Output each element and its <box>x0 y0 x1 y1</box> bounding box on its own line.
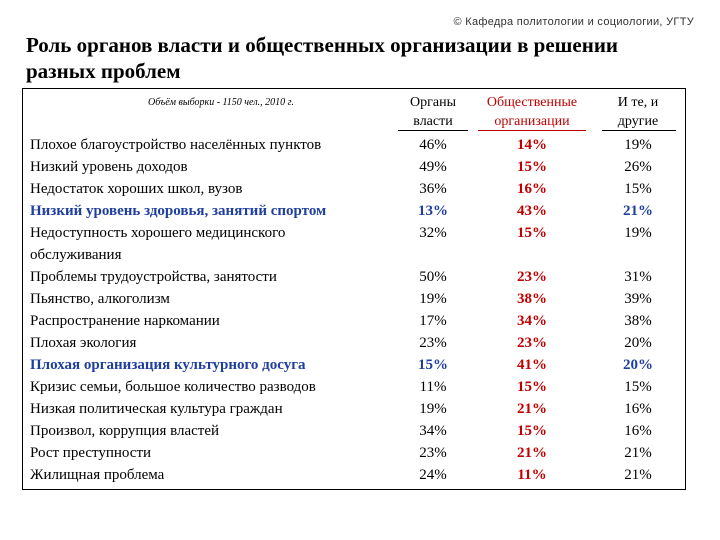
data-table <box>22 88 686 490</box>
table-row-label: Жилищная проблема <box>30 467 165 483</box>
table-row-label: Пьянство, алкоголизм <box>30 291 170 307</box>
copyright-note: © Кафедра политологии и социологии, УГТУ <box>453 16 694 28</box>
table-cell: 13% <box>418 203 448 219</box>
table-cell: 15% <box>517 159 547 175</box>
table-row-label: Проблемы трудоустройства, занятости <box>30 269 277 285</box>
table-cell: 15% <box>624 379 652 395</box>
table-cell: 20% <box>624 335 652 351</box>
table-cell: 39% <box>624 291 652 307</box>
table-row-label: обслуживания <box>30 247 122 263</box>
table-cell: 21% <box>517 445 547 461</box>
table-cell: 26% <box>624 159 652 175</box>
table-cell: 21% <box>517 401 547 417</box>
table-row-label: Низкий уровень здоровья, занятий спортом <box>30 203 327 219</box>
table-cell: 43% <box>517 203 547 219</box>
table-cell: 19% <box>624 137 652 153</box>
table-cell: 49% <box>419 159 447 175</box>
table-row-label: Произвол, коррупция властей <box>30 423 220 439</box>
table-cell: 24% <box>419 467 447 483</box>
table-cell: 21% <box>624 445 652 461</box>
table-row-label: Недостаток хороших школ, вузов <box>30 181 243 197</box>
table-cell: 15% <box>517 225 547 241</box>
table-cell: 16% <box>624 423 652 439</box>
table-row-label: Плохая экология <box>30 335 137 351</box>
table-row-label: Недоступность хорошего медицинского <box>30 225 286 241</box>
table-cell: 21% <box>623 203 653 219</box>
table-row-label: Распространение наркомании <box>30 313 220 329</box>
table-cell: 11% <box>419 379 447 395</box>
table-cell: 15% <box>517 423 547 439</box>
table-row-label: Кризис семьи, большое количество разводо… <box>30 379 316 395</box>
table-cell: 23% <box>419 335 447 351</box>
table-cell: 31% <box>624 269 652 285</box>
table-cell: 15% <box>418 357 448 373</box>
sample-size-note: Объём выборки - 1150 чел., 2010 г. <box>148 97 294 108</box>
header-underline <box>602 130 676 131</box>
table-cell: 36% <box>419 181 447 197</box>
column-header-both: И те, и другие <box>617 95 659 129</box>
table-cell: 50% <box>419 269 447 285</box>
table-cell: 38% <box>624 313 652 329</box>
table-cell: 17% <box>419 313 447 329</box>
slide-title: Роль органов власти и общественных орган… <box>26 33 619 83</box>
table-cell: 23% <box>419 445 447 461</box>
column-header-public-organizations: Общественные организации <box>486 95 578 129</box>
table-cell: 41% <box>517 357 547 373</box>
table-cell: 19% <box>419 401 447 417</box>
table-cell: 11% <box>517 467 547 483</box>
table-row-label: Плохое благоустройство населённых пункто… <box>30 137 322 153</box>
table-cell: 23% <box>517 269 547 285</box>
table-cell: 15% <box>517 379 547 395</box>
header-underline <box>398 130 468 131</box>
table-cell: 16% <box>517 181 547 197</box>
table-cell: 20% <box>623 357 653 373</box>
table-cell: 32% <box>419 225 447 241</box>
table-cell: 38% <box>517 291 547 307</box>
table-cell: 21% <box>624 467 652 483</box>
table-cell: 19% <box>419 291 447 307</box>
table-cell: 16% <box>624 401 652 417</box>
table-row-label: Плохая организация культурного досуга <box>30 357 306 373</box>
table-row-label: Рост преступности <box>30 445 152 461</box>
table-cell: 34% <box>517 313 547 329</box>
table-cell: 15% <box>624 181 652 197</box>
table-cell: 46% <box>419 137 447 153</box>
table-row-label: Низкая политическая культура граждан <box>30 401 283 417</box>
table-cell: 34% <box>419 423 447 439</box>
table-cell: 19% <box>624 225 652 241</box>
table-cell: 23% <box>517 335 547 351</box>
table-cell: 14% <box>517 137 547 153</box>
header-underline <box>478 130 586 131</box>
column-header-authorities: Органы власти <box>410 95 456 129</box>
table-row-label: Низкий уровень доходов <box>30 159 188 175</box>
